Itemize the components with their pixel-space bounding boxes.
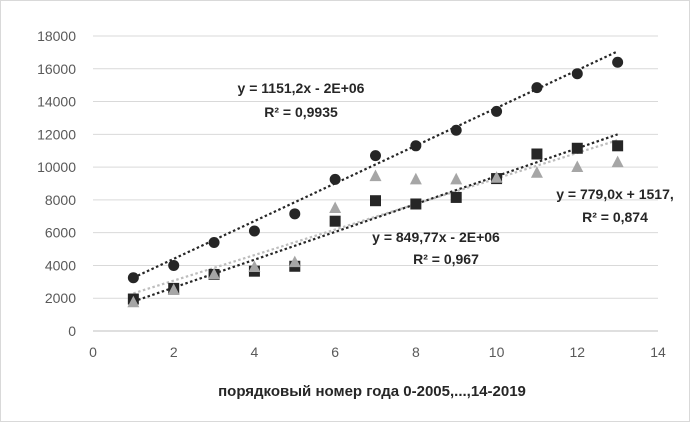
circle-point <box>127 272 139 284</box>
x-tick-label: 0 <box>89 344 97 360</box>
triangle-point <box>571 160 584 173</box>
triangle-point <box>208 267 221 280</box>
x-tick-label: 8 <box>412 344 420 360</box>
x-tick-label: 6 <box>331 344 339 360</box>
triangle-point <box>490 171 503 183</box>
trendline-r-squared: R² = 0,874 <box>582 209 648 225</box>
triangle-point <box>167 283 180 295</box>
square-point <box>531 148 543 160</box>
circle-point <box>531 82 543 94</box>
x-tick-label: 12 <box>569 344 585 360</box>
y-tick-label: 16000 <box>37 61 76 77</box>
x-tick-label: 2 <box>170 344 178 360</box>
circle-point <box>450 124 462 136</box>
y-tick-label: 2000 <box>45 290 76 306</box>
circle-point <box>329 173 341 185</box>
circle-point <box>370 150 381 162</box>
y-tick-label: 0 <box>68 323 76 339</box>
trendline-equation: y = 779,0x + 1517, <box>556 186 674 202</box>
circle-point <box>289 208 301 220</box>
triangle-point <box>248 260 261 273</box>
x-tick-label: 14 <box>650 344 666 360</box>
x-tick-label: 10 <box>489 344 505 360</box>
y-tick-label: 6000 <box>45 225 76 241</box>
triangle-point <box>288 255 301 268</box>
circle-point <box>612 56 624 68</box>
y-tick-label: 4000 <box>45 257 76 273</box>
square-point <box>410 198 422 210</box>
y-tick-label: 10000 <box>37 159 76 175</box>
y-tick-label: 12000 <box>37 126 76 142</box>
triangle-point <box>530 166 543 178</box>
square-point <box>370 195 381 207</box>
y-tick-label: 8000 <box>45 192 76 208</box>
y-tick-label: 18000 <box>37 28 76 44</box>
trendline-equation: y = 1151,2x - 2E+06 <box>238 80 365 96</box>
circle-point <box>208 237 220 248</box>
x-tick-label: 4 <box>251 344 259 360</box>
y-tick-label: 14000 <box>37 94 76 110</box>
trendline-r-squared: R² = 0,967 <box>413 251 479 267</box>
trendline-equation: y = 849,77x - 2E+06 <box>372 229 500 245</box>
triangle-point <box>329 201 342 214</box>
triangle-point <box>127 295 140 308</box>
circle-point <box>248 225 260 237</box>
square-point <box>612 140 624 152</box>
triangle-point <box>369 169 382 182</box>
trendline-series-3 <box>133 139 618 295</box>
square-point <box>450 191 462 203</box>
trendline-r-squared: R² = 0,9935 <box>264 104 338 120</box>
circle-point <box>410 140 422 152</box>
x-axis-title: порядковый номер года 0-2005,...,14-2019 <box>218 383 526 400</box>
circle-point <box>168 259 180 271</box>
triangle-point <box>450 172 463 185</box>
triangle-point <box>409 172 422 185</box>
triangle-point <box>611 155 624 168</box>
circle-point <box>571 68 583 80</box>
square-point <box>329 215 341 227</box>
circle-point <box>491 105 503 117</box>
square-point <box>571 142 583 154</box>
